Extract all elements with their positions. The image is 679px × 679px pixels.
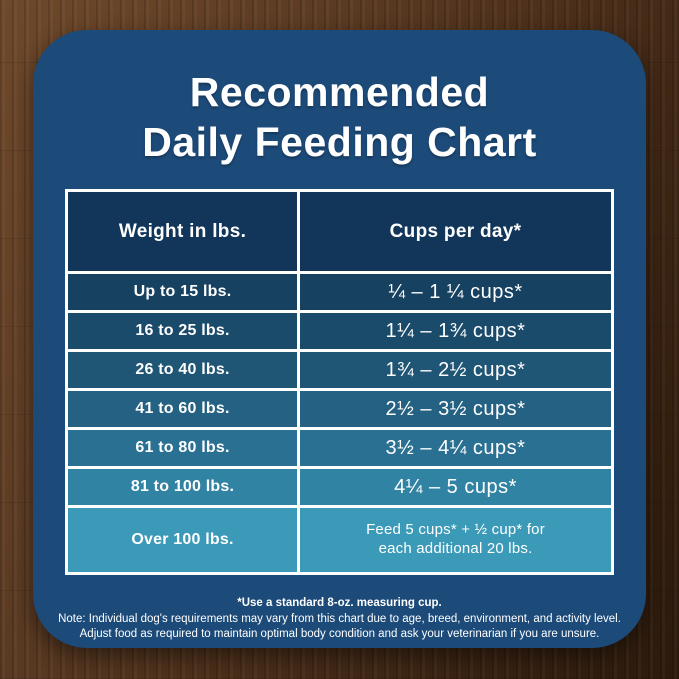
footnote-disclaimer-line1: Note: Individual dog's requirements may … <box>58 613 621 626</box>
table-row-7-cups: Feed 5 cups* + ½ cup* for each additiona… <box>300 508 611 573</box>
page-title: Recommended Daily Feeding Chart <box>33 67 646 167</box>
table-row-6-cups: 4¼ – 5 cups* <box>300 469 611 506</box>
feeding-table: Weight in lbs. Cups per day* Up to 15 lb… <box>65 189 614 576</box>
table-row-4-weight: 41 to 60 lbs. <box>68 391 297 428</box>
table-row-3-weight: 26 to 40 lbs. <box>68 352 297 389</box>
feeding-chart-card: Recommended Daily Feeding Chart Weight i… <box>33 30 646 648</box>
footnote-measuring-cup: *Use a standard 8-oz. measuring cup. <box>237 597 442 610</box>
table-row-3-cups: 1¾ – 2½ cups* <box>300 352 611 389</box>
table-row-5-weight: 61 to 80 lbs. <box>68 430 297 467</box>
table-row-5-cups: 3½ – 4¼ cups* <box>300 430 611 467</box>
table-row-2-weight: 16 to 25 lbs. <box>68 313 297 350</box>
table-row-7-weight: Over 100 lbs. <box>68 508 297 573</box>
table-row-1-cups: ¼ – 1 ¼ cups* <box>300 274 611 311</box>
page-title-line1: Recommended <box>189 69 490 115</box>
footnote-disclaimer-line2: Adjust food as required to maintain opti… <box>79 628 600 641</box>
column-header-cups: Cups per day* <box>300 192 611 272</box>
table-row-7-cups-line2: each additional 20 lbs. <box>378 540 533 558</box>
table-row-2-cups: 1¼ – 1¾ cups* <box>300 313 611 350</box>
column-header-weight: Weight in lbs. <box>68 192 297 272</box>
footnotes: *Use a standard 8-oz. measuring cup. Not… <box>33 596 646 643</box>
table-row-4-cups: 2½ – 3½ cups* <box>300 391 611 428</box>
table-row-7-cups-line1: Feed 5 cups* + ½ cup* for <box>366 521 545 539</box>
table-row-6-weight: 81 to 100 lbs. <box>68 469 297 506</box>
page-title-line2: Daily Feeding Chart <box>142 119 537 166</box>
table-row-1-weight: Up to 15 lbs. <box>68 274 297 311</box>
